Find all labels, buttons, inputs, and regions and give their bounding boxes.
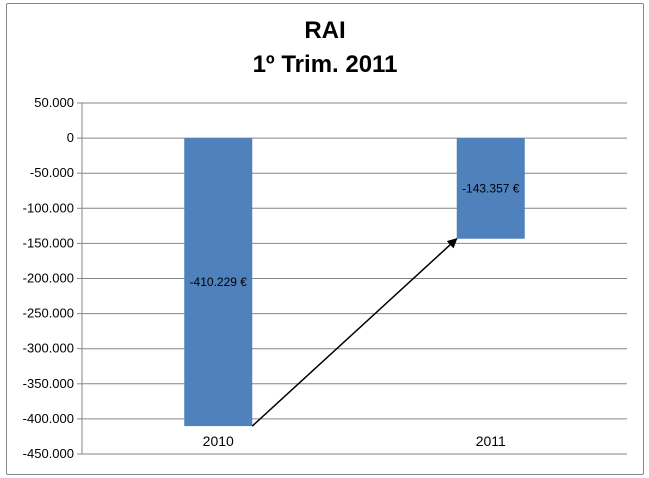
bar-2011 bbox=[456, 138, 525, 239]
y-tick-label: -350.000 bbox=[23, 376, 74, 391]
chart-frame bbox=[6, 3, 644, 475]
y-tick-label: -150.000 bbox=[23, 235, 74, 250]
y-tick-label: -250.000 bbox=[23, 306, 74, 321]
bar-2010 bbox=[184, 138, 253, 427]
y-tick-label: -100.000 bbox=[23, 200, 74, 215]
y-tick-label: -400.000 bbox=[23, 411, 74, 426]
x-tick-label-2011: 2011 bbox=[476, 433, 506, 449]
y-tick-label: 0 bbox=[67, 130, 74, 145]
trend-arrow bbox=[251, 238, 458, 427]
y-tick-label: -50.000 bbox=[30, 165, 74, 180]
chart-title: RAI 1º Trim. 2011 bbox=[6, 14, 644, 82]
y-tick-label: -200.000 bbox=[23, 271, 74, 286]
y-tick-label: 50.000 bbox=[34, 95, 74, 110]
data-label-2011: -143.357 € bbox=[462, 181, 520, 195]
chart-title-line-2: 1º Trim. 2011 bbox=[252, 51, 398, 78]
x-tick-label-2010: 2010 bbox=[203, 433, 234, 449]
chart-title-line-1: RAI bbox=[304, 17, 346, 44]
y-tick-label: -450.000 bbox=[23, 446, 74, 461]
data-label-2010: -410.229 € bbox=[190, 275, 248, 289]
y-tick-label: -300.000 bbox=[23, 341, 74, 356]
